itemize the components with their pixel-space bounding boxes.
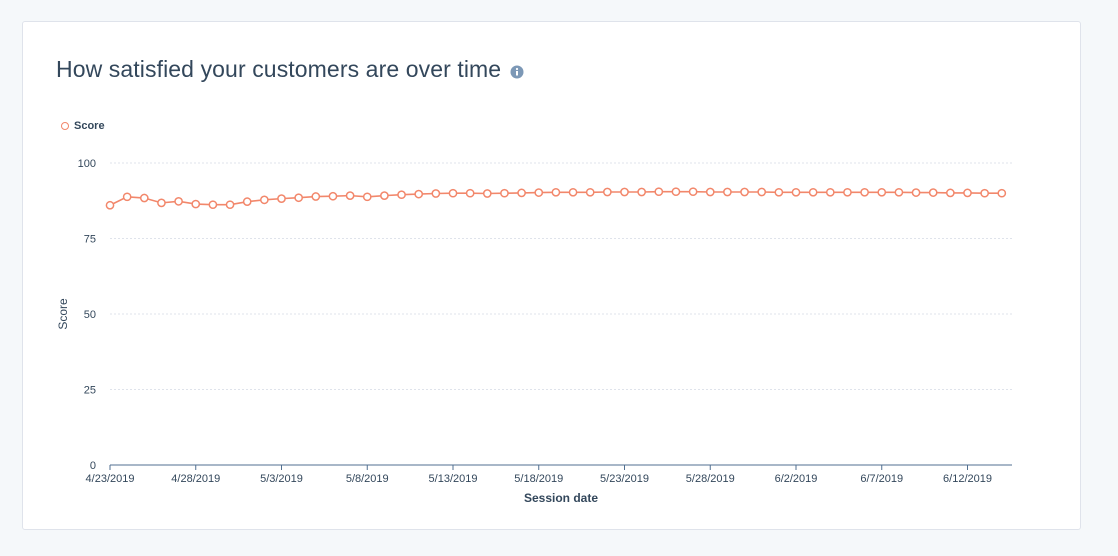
chart-legend[interactable]: Score: [61, 120, 105, 132]
y-tick-label: 100: [78, 158, 96, 170]
data-point[interactable]: [791, 187, 801, 197]
data-point[interactable]: [414, 189, 424, 199]
data-point[interactable]: [448, 188, 458, 198]
data-point[interactable]: [963, 188, 972, 198]
data-point[interactable]: [225, 200, 235, 210]
data-point[interactable]: [997, 188, 1007, 198]
data-point[interactable]: [157, 198, 166, 208]
data-point[interactable]: [671, 187, 681, 197]
y-tick-label: 50: [84, 309, 96, 321]
card-header: How satisfied your customers are over ti…: [56, 56, 524, 83]
y-tick-label: 75: [84, 234, 96, 246]
x-tick-label: 6/12/2019: [943, 473, 992, 485]
data-point[interactable]: [122, 192, 132, 202]
data-point[interactable]: [843, 187, 852, 197]
y-axis-ticks: 0 25 50 75 100: [78, 158, 96, 472]
x-axis-title: Session date: [524, 491, 598, 505]
data-point[interactable]: [191, 199, 201, 209]
x-tick-label: 5/8/2019: [346, 473, 389, 485]
data-point[interactable]: [585, 187, 595, 197]
data-point[interactable]: [311, 192, 321, 201]
info-icon[interactable]: [510, 65, 524, 79]
chart-gridlines: [110, 162, 1012, 390]
data-point[interactable]: [208, 200, 218, 210]
data-point[interactable]: [911, 188, 921, 197]
y-axis-title: Score: [56, 298, 70, 330]
data-point[interactable]: [946, 188, 955, 198]
x-tick-label: 4/28/2019: [171, 473, 220, 485]
data-point[interactable]: [740, 187, 749, 197]
data-point[interactable]: [362, 192, 372, 202]
data-point[interactable]: [637, 187, 647, 197]
data-point[interactable]: [603, 187, 612, 197]
data-point[interactable]: [500, 188, 509, 198]
x-tick-label: 5/23/2019: [600, 473, 649, 485]
data-point[interactable]: [517, 188, 526, 198]
data-point[interactable]: [705, 187, 715, 197]
data-point[interactable]: [534, 188, 544, 197]
data-point[interactable]: [928, 188, 938, 197]
data-point[interactable]: [174, 197, 183, 206]
data-point[interactable]: [723, 187, 732, 197]
data-point[interactable]: [877, 187, 887, 197]
data-point[interactable]: [242, 197, 252, 207]
data-point[interactable]: [894, 187, 904, 197]
data-point[interactable]: [105, 200, 115, 210]
data-point[interactable]: [688, 187, 698, 197]
data-point[interactable]: [380, 191, 389, 200]
data-point[interactable]: [260, 195, 269, 205]
y-tick-label: 25: [84, 385, 96, 397]
chart-title: How satisfied your customers are over ti…: [56, 56, 502, 82]
x-axis: 4/23/2019 4/28/2019 5/3/2019 5/8/2019 5/13/2…: [86, 464, 1012, 485]
data-point[interactable]: [568, 187, 578, 197]
data-point[interactable]: [774, 187, 784, 197]
x-tick-label: 6/2/2019: [775, 473, 818, 485]
data-point[interactable]: [482, 189, 492, 198]
data-point[interactable]: [551, 187, 561, 197]
data-point[interactable]: [620, 187, 629, 197]
x-tick-label: 5/13/2019: [429, 473, 478, 485]
legend-marker-icon: [61, 122, 69, 130]
data-point[interactable]: [328, 191, 338, 201]
chart-card: How satisfied your customers are over ti…: [22, 21, 1081, 530]
legend-label-score: Score: [74, 120, 105, 132]
x-tick-label: 5/28/2019: [686, 473, 735, 485]
data-point[interactable]: [808, 187, 818, 197]
data-point[interactable]: [465, 188, 475, 198]
data-point[interactable]: [757, 187, 767, 197]
data-point[interactable]: [980, 188, 990, 198]
data-point[interactable]: [345, 191, 355, 200]
x-tick-label: 5/3/2019: [260, 473, 303, 485]
x-tick-label: 4/23/2019: [86, 473, 135, 485]
data-point[interactable]: [277, 194, 286, 203]
x-tick-label: 5/18/2019: [514, 473, 563, 485]
data-point[interactable]: [825, 187, 835, 197]
data-point[interactable]: [294, 193, 303, 203]
data-point[interactable]: [139, 193, 149, 203]
y-tick-label: 0: [90, 460, 96, 472]
x-tick-label: 6/7/2019: [860, 473, 903, 485]
data-point[interactable]: [431, 189, 441, 198]
data-point[interactable]: [860, 187, 869, 197]
data-point[interactable]: [397, 190, 406, 200]
series-score: [105, 187, 1007, 210]
data-point[interactable]: [654, 187, 664, 197]
